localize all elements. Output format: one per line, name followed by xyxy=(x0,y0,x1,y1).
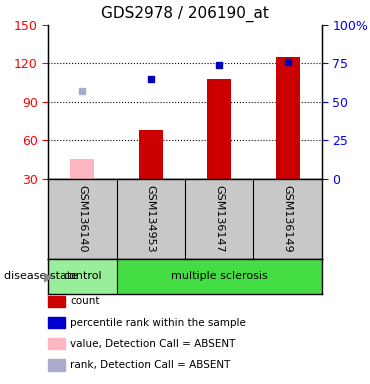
Bar xyxy=(276,57,300,179)
Bar xyxy=(139,130,163,179)
Text: GSM136149: GSM136149 xyxy=(283,185,293,253)
Title: GDS2978 / 206190_at: GDS2978 / 206190_at xyxy=(101,6,269,22)
Text: count: count xyxy=(70,296,100,306)
Text: disease state: disease state xyxy=(4,271,78,281)
Text: GSM134953: GSM134953 xyxy=(146,185,156,253)
Text: rank, Detection Call = ABSENT: rank, Detection Call = ABSENT xyxy=(70,360,231,370)
Bar xyxy=(207,79,231,179)
Text: ▶: ▶ xyxy=(44,270,53,283)
Text: GSM136140: GSM136140 xyxy=(77,185,87,253)
Text: percentile rank within the sample: percentile rank within the sample xyxy=(70,318,246,328)
Bar xyxy=(117,259,322,294)
Text: multiple sclerosis: multiple sclerosis xyxy=(171,271,268,281)
Text: value, Detection Call = ABSENT: value, Detection Call = ABSENT xyxy=(70,339,236,349)
Bar xyxy=(48,259,117,294)
Bar xyxy=(70,159,94,179)
Text: control: control xyxy=(63,271,102,281)
Text: GSM136147: GSM136147 xyxy=(214,185,224,253)
